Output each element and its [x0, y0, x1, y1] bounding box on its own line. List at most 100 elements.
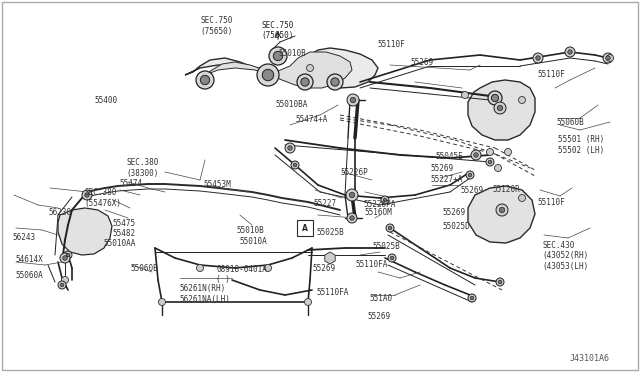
Text: 55120R: 55120R	[493, 185, 520, 194]
Text: 55025D: 55025D	[443, 222, 470, 231]
Text: SEC.380
(55476X): SEC.380 (55476X)	[84, 188, 122, 208]
Text: 55010AA: 55010AA	[104, 239, 136, 248]
Circle shape	[488, 160, 492, 164]
Circle shape	[568, 50, 572, 54]
Polygon shape	[468, 186, 535, 243]
Text: 551A0: 551A0	[370, 294, 393, 303]
Text: 55110FA: 55110FA	[356, 260, 388, 269]
Text: 55110F: 55110F	[538, 70, 565, 79]
Text: 54614X: 54614X	[15, 255, 43, 264]
Text: 55010B: 55010B	[278, 49, 306, 58]
Circle shape	[61, 276, 68, 283]
Text: 55226PA: 55226PA	[364, 200, 396, 209]
Circle shape	[497, 105, 502, 111]
Text: 55045E: 55045E	[435, 152, 463, 161]
Circle shape	[494, 102, 506, 114]
Text: 55010BA: 55010BA	[275, 100, 308, 109]
Text: 55474: 55474	[119, 179, 142, 187]
Text: SEC.750
(75650): SEC.750 (75650)	[200, 16, 232, 36]
Circle shape	[347, 94, 359, 106]
Text: 55060A: 55060A	[15, 271, 43, 280]
Circle shape	[293, 163, 297, 167]
Circle shape	[388, 226, 392, 230]
Circle shape	[349, 192, 355, 198]
Circle shape	[461, 92, 468, 99]
Circle shape	[349, 216, 355, 220]
Circle shape	[269, 47, 287, 65]
Circle shape	[331, 78, 339, 86]
Circle shape	[536, 56, 540, 60]
Circle shape	[297, 74, 313, 90]
Text: SEC.430
(43052(RH)
(43053(LH): SEC.430 (43052(RH) (43053(LH)	[543, 241, 589, 271]
Text: 55474+A: 55474+A	[296, 115, 328, 124]
Circle shape	[565, 47, 575, 57]
Text: 56261N(RH)
56261NA(LH): 56261N(RH) 56261NA(LH)	[179, 284, 230, 304]
Circle shape	[504, 148, 511, 155]
Circle shape	[63, 256, 67, 260]
Circle shape	[307, 64, 314, 71]
Text: 55269: 55269	[461, 186, 484, 195]
Circle shape	[466, 171, 474, 179]
Circle shape	[388, 254, 396, 262]
Circle shape	[159, 298, 166, 305]
Text: 55226P: 55226P	[340, 168, 368, 177]
Text: 55400: 55400	[95, 96, 118, 105]
Polygon shape	[58, 208, 112, 255]
Circle shape	[257, 64, 279, 86]
Circle shape	[66, 253, 70, 257]
Circle shape	[468, 294, 476, 302]
Circle shape	[383, 198, 387, 202]
Circle shape	[285, 143, 295, 153]
Circle shape	[603, 53, 613, 63]
Text: 55060B: 55060B	[131, 264, 158, 273]
Circle shape	[82, 190, 92, 200]
Polygon shape	[205, 52, 352, 88]
Circle shape	[471, 150, 481, 160]
Text: 55227: 55227	[314, 199, 337, 208]
Text: 56230: 56230	[48, 208, 71, 217]
Text: 55269: 55269	[411, 58, 434, 67]
Circle shape	[346, 189, 358, 201]
Circle shape	[470, 296, 474, 300]
Text: 55501 (RH)
55502 (LH): 55501 (RH) 55502 (LH)	[558, 135, 604, 155]
Circle shape	[488, 91, 502, 105]
Text: 56243: 56243	[13, 233, 36, 242]
Circle shape	[498, 280, 502, 284]
Circle shape	[291, 161, 299, 169]
Text: 55269: 55269	[430, 164, 453, 173]
Circle shape	[496, 278, 504, 286]
Text: 55025B: 55025B	[316, 228, 344, 237]
Circle shape	[474, 153, 478, 157]
Text: 55269: 55269	[367, 312, 390, 321]
Text: 55010A: 55010A	[239, 237, 267, 246]
Circle shape	[518, 96, 525, 103]
Circle shape	[518, 195, 525, 202]
Text: 55025B: 55025B	[372, 242, 400, 251]
Text: 5516OM: 5516OM	[365, 208, 392, 217]
Circle shape	[327, 74, 343, 90]
Circle shape	[58, 281, 66, 289]
Circle shape	[200, 75, 210, 85]
Circle shape	[390, 256, 394, 260]
Polygon shape	[185, 48, 378, 88]
Text: SEC.380
(38300): SEC.380 (38300)	[127, 158, 159, 178]
FancyBboxPatch shape	[297, 220, 313, 236]
Circle shape	[64, 251, 72, 259]
Circle shape	[60, 253, 70, 263]
Polygon shape	[325, 252, 335, 264]
Circle shape	[533, 53, 543, 63]
Circle shape	[305, 298, 312, 305]
Circle shape	[196, 71, 214, 89]
Circle shape	[605, 56, 611, 60]
Circle shape	[350, 97, 356, 103]
Text: 55010B: 55010B	[237, 226, 264, 235]
Circle shape	[492, 94, 499, 102]
Circle shape	[495, 164, 502, 171]
Text: 55482: 55482	[113, 229, 136, 238]
Circle shape	[486, 148, 493, 155]
Text: SEC.750
(75650): SEC.750 (75650)	[262, 20, 294, 40]
Circle shape	[288, 146, 292, 150]
Text: 55475: 55475	[113, 219, 136, 228]
Circle shape	[326, 254, 333, 262]
Circle shape	[486, 158, 494, 166]
